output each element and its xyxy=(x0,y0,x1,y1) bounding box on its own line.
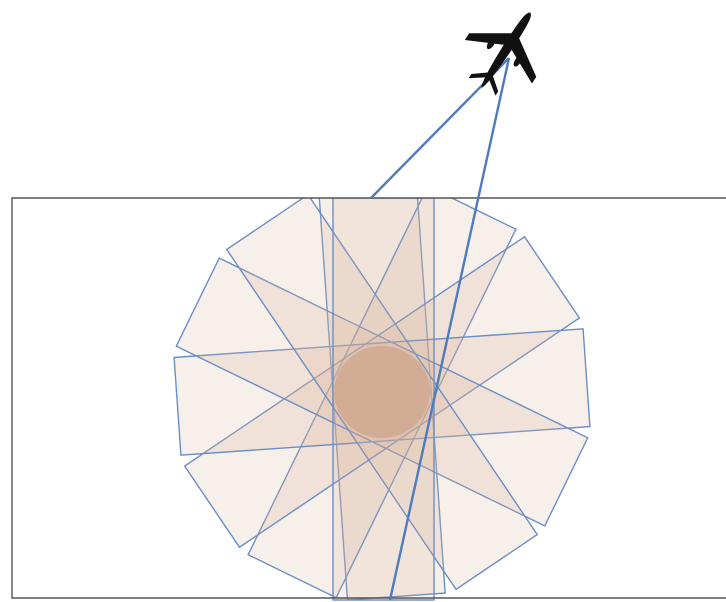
ray-right xyxy=(388,57,511,601)
scan-frame xyxy=(11,197,726,599)
central-core xyxy=(334,346,430,438)
aircraft-icon xyxy=(464,12,537,96)
